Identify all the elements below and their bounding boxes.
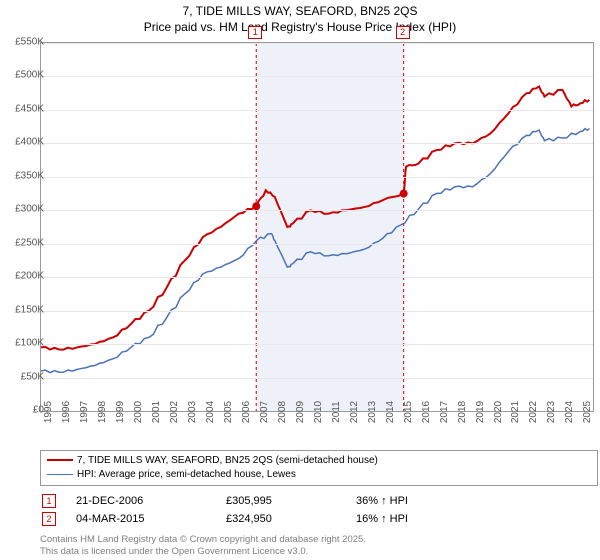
gridline [41, 378, 593, 379]
y-axis-label: £400K [15, 137, 44, 148]
x-axis-label: 2002 [169, 401, 180, 423]
legend-swatch [47, 474, 73, 475]
footer-line-2: This data is licensed under the Open Gov… [40, 546, 366, 558]
sale-date: 21-DEC-2006 [76, 495, 226, 507]
x-axis-label: 2005 [223, 401, 234, 423]
x-axis-label: 2020 [493, 401, 504, 423]
legend-item: HPI: Average price, semi-detached house,… [47, 468, 591, 482]
y-axis-label: £300K [15, 204, 44, 215]
chart-title: 7, TIDE MILLS WAY, SEAFORD, BN25 2QS Pri… [0, 0, 600, 35]
x-axis-label: 2017 [439, 401, 450, 423]
y-axis-label: £50K [21, 371, 44, 382]
x-axis-label: 2011 [331, 401, 342, 423]
gridline [41, 344, 593, 345]
x-axis-label: 2013 [367, 401, 378, 423]
x-axis-label: 2019 [475, 401, 486, 423]
sale-row: 2 04-MAR-2015£324,95016% ↑ HPI [40, 510, 598, 528]
x-axis-label: 2012 [349, 401, 360, 423]
title-line-2: Price paid vs. HM Land Registry's House … [0, 20, 600, 36]
gridline [41, 244, 593, 245]
legend-box: 7, TIDE MILLS WAY, SEAFORD, BN25 2QS (se… [40, 450, 598, 486]
gridline [41, 43, 593, 44]
gridline [41, 143, 593, 144]
y-axis-label: £100K [15, 338, 44, 349]
x-axis-label: 2024 [564, 401, 575, 423]
gridline [41, 277, 593, 278]
legend-label: 7, TIDE MILLS WAY, SEAFORD, BN25 2QS (se… [77, 455, 378, 466]
sale-row-badge: 1 [42, 494, 56, 508]
x-axis-label: 2000 [133, 401, 144, 423]
footer-line-1: Contains HM Land Registry data © Crown c… [40, 534, 366, 546]
y-axis-label: £200K [15, 271, 44, 282]
y-axis-label: £550K [15, 37, 44, 48]
y-axis-label: £250K [15, 237, 44, 248]
x-axis-label: 1999 [115, 401, 126, 423]
x-axis-label: 2015 [403, 401, 414, 423]
x-axis-label: 2016 [421, 401, 432, 423]
footer-attribution: Contains HM Land Registry data © Crown c… [40, 534, 366, 558]
sales-table: 1 21-DEC-2006£305,99536% ↑ HPI 2 04-MAR-201… [40, 492, 598, 528]
x-axis-label: 2014 [385, 401, 396, 423]
x-axis-label: 2004 [205, 401, 216, 423]
sale-date: 04-MAR-2015 [76, 513, 226, 525]
sale-row-badge: 2 [42, 512, 56, 526]
legend: 7, TIDE MILLS WAY, SEAFORD, BN25 2QS (se… [40, 450, 598, 528]
chart-plot-area [40, 42, 594, 412]
sale-point [400, 190, 408, 198]
gridline [41, 177, 593, 178]
x-axis-label: 1995 [43, 401, 54, 423]
x-axis-label: 2025 [582, 401, 593, 423]
x-axis-label: 2006 [241, 401, 252, 423]
x-axis-label: 2001 [151, 401, 162, 423]
sale-diff: 16% ↑ HPI [356, 513, 476, 525]
x-axis-label: 1997 [79, 401, 90, 423]
legend-label: HPI: Average price, semi-detached house,… [77, 469, 296, 480]
gridline [41, 210, 593, 211]
legend-item: 7, TIDE MILLS WAY, SEAFORD, BN25 2QS (se… [47, 454, 591, 468]
x-axis-label: 2010 [313, 401, 324, 423]
x-axis-label: 2021 [510, 401, 521, 423]
sale-point [252, 202, 260, 210]
sale-price: £305,995 [226, 495, 356, 507]
sale-price: £324,950 [226, 513, 356, 525]
x-axis-label: 2023 [546, 401, 557, 423]
x-axis-label: 1996 [61, 401, 72, 423]
x-axis-label: 2009 [295, 401, 306, 423]
x-axis-label: 2018 [457, 401, 468, 423]
y-axis-label: £350K [15, 170, 44, 181]
title-line-1: 7, TIDE MILLS WAY, SEAFORD, BN25 2QS [0, 4, 600, 20]
x-axis-label: 2007 [259, 401, 270, 423]
y-axis-label: £450K [15, 103, 44, 114]
sale-row: 1 21-DEC-2006£305,99536% ↑ HPI [40, 492, 598, 510]
gridline [41, 110, 593, 111]
sale-marker-badge: 2 [396, 26, 410, 39]
legend-swatch [47, 459, 73, 461]
sale-diff: 36% ↑ HPI [356, 495, 476, 507]
x-axis-label: 2008 [277, 401, 288, 423]
chart-svg [41, 43, 593, 411]
x-axis-label: 1998 [97, 401, 108, 423]
y-axis-label: £150K [15, 304, 44, 315]
x-axis-label: 2003 [187, 401, 198, 423]
gridline [41, 311, 593, 312]
sale-marker-badge: 1 [248, 26, 262, 39]
y-axis-label: £500K [15, 70, 44, 81]
gridline [41, 76, 593, 77]
x-axis-label: 2022 [528, 401, 539, 423]
